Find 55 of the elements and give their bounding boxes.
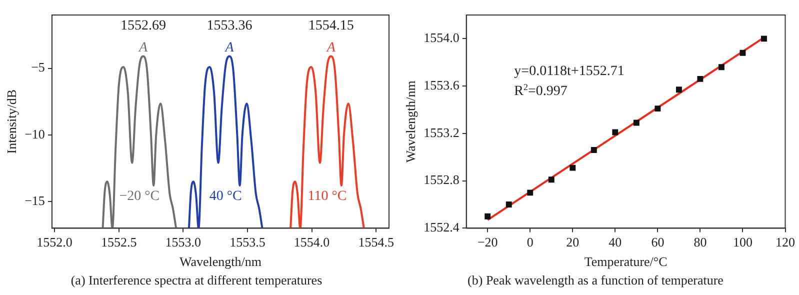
y-axis-title: Intensity/dB	[4, 89, 20, 154]
x-tick-label: 1553.0	[165, 234, 202, 250]
annotation: 1554.15	[308, 18, 354, 34]
y-tick-label: −5	[31, 60, 45, 75]
line-series	[188, 55, 264, 228]
y-tick-label: 1554.0	[424, 30, 460, 46]
y-tick-label: −10	[24, 126, 45, 142]
point	[697, 76, 704, 82]
x-tick-label: 1552.5	[100, 234, 137, 250]
line-series	[290, 55, 365, 228]
point	[761, 36, 767, 42]
x-tick-label: 100	[732, 234, 752, 250]
point	[548, 176, 554, 183]
point	[718, 64, 724, 70]
point	[740, 50, 746, 56]
annotation: 1552.69	[120, 18, 166, 34]
annotation: y=0.0118t+1552.71	[514, 64, 624, 79]
point	[590, 147, 597, 153]
annotation: A	[224, 40, 234, 56]
annotation: A	[326, 40, 336, 56]
point	[570, 164, 576, 171]
point	[612, 129, 618, 136]
y-tick-label: 1552.4	[424, 220, 460, 235]
x-tick-label: 80	[694, 234, 707, 250]
x-tick-label: −20	[477, 234, 498, 250]
series-label: −20 °C	[119, 189, 160, 204]
x-tick-label: 1554.5	[358, 234, 394, 250]
point	[676, 86, 682, 93]
text: (b) Peak wavelength as a function of temperature	[468, 272, 724, 288]
x-tick-label: 120	[776, 234, 795, 250]
text: (a) Interference spectra at different temperatures	[70, 272, 322, 288]
point	[654, 106, 661, 112]
x-axis-title: Temperature/°C	[584, 254, 668, 270]
annotation: A	[138, 40, 148, 56]
point	[633, 120, 640, 126]
line-series	[102, 55, 178, 228]
x-tick-label: 1552.0	[36, 234, 72, 250]
x-tick-label: 0	[526, 234, 534, 250]
series-label: 110 °C	[308, 189, 347, 204]
y-tick-label: 1553.2	[424, 124, 460, 140]
point	[506, 202, 512, 208]
x-axis-title: Wavelength/nm	[179, 254, 262, 270]
x-tick-label: 20	[566, 234, 580, 250]
y-tick-label: 1552.8	[424, 172, 460, 188]
annotation: 1553.36	[206, 18, 252, 34]
y-tick-label: 1553.6	[424, 77, 460, 92]
x-tick-label: 1554.0	[294, 234, 330, 250]
y-axis-title: Wavelength/nm	[403, 80, 418, 163]
x-tick-label: 60	[651, 234, 664, 250]
series-label: 40 °C	[209, 189, 242, 204]
point	[484, 213, 491, 220]
y-tick-label: −15	[24, 192, 45, 208]
x-tick-label: 40	[608, 234, 622, 250]
x-tick-label: 1553.5	[230, 234, 266, 250]
point	[527, 190, 534, 196]
